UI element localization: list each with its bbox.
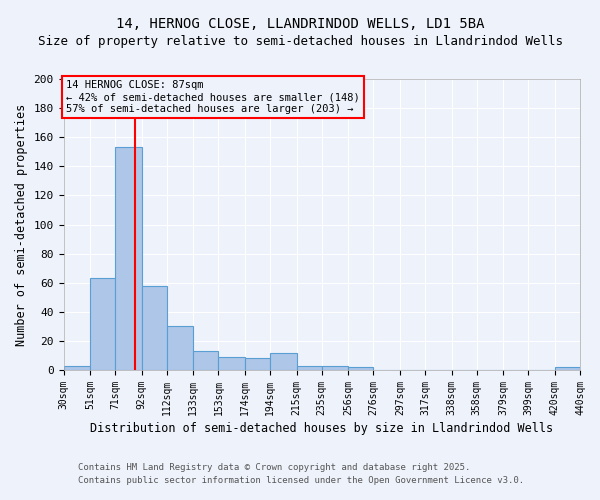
- Bar: [322, 366, 348, 370]
- Bar: [64, 366, 90, 370]
- Text: Contains HM Land Registry data © Crown copyright and database right 2025.: Contains HM Land Registry data © Crown c…: [78, 464, 470, 472]
- Bar: [296, 366, 322, 370]
- Bar: [115, 148, 142, 370]
- Bar: [218, 357, 245, 370]
- Bar: [142, 286, 167, 370]
- Bar: [348, 367, 373, 370]
- Text: 14 HERNOG CLOSE: 87sqm
← 42% of semi-detached houses are smaller (148)
57% of se: 14 HERNOG CLOSE: 87sqm ← 42% of semi-det…: [66, 80, 360, 114]
- Text: 14, HERNOG CLOSE, LLANDRINDOD WELLS, LD1 5BA: 14, HERNOG CLOSE, LLANDRINDOD WELLS, LD1…: [116, 18, 484, 32]
- Y-axis label: Number of semi-detached properties: Number of semi-detached properties: [15, 104, 28, 346]
- Bar: [167, 326, 193, 370]
- Bar: [555, 367, 580, 370]
- Bar: [245, 358, 270, 370]
- X-axis label: Distribution of semi-detached houses by size in Llandrindod Wells: Distribution of semi-detached houses by …: [90, 422, 553, 435]
- Text: Contains public sector information licensed under the Open Government Licence v3: Contains public sector information licen…: [78, 476, 524, 485]
- Bar: [90, 278, 115, 370]
- Text: Size of property relative to semi-detached houses in Llandrindod Wells: Size of property relative to semi-detach…: [37, 35, 563, 48]
- Bar: [193, 351, 218, 370]
- Bar: [270, 352, 296, 370]
